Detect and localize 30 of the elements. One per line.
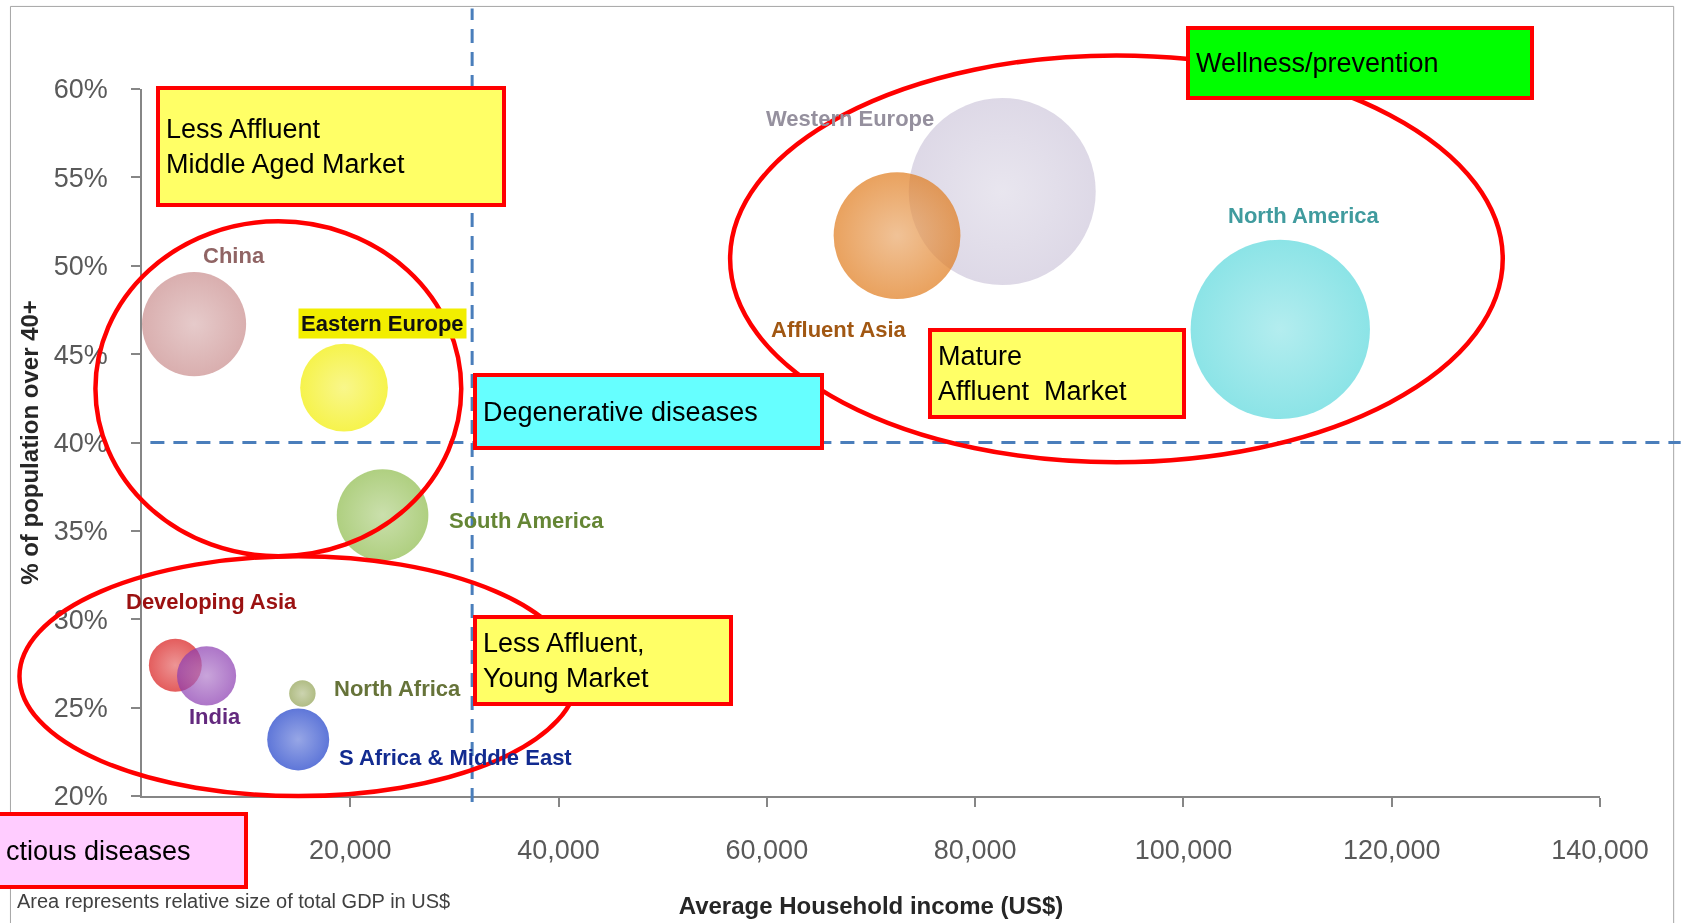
series-label: China [203, 243, 265, 268]
x-tick-label: 60,000 [725, 835, 809, 866]
x-tick-label: 80,000 [933, 835, 1017, 866]
series-label: Affluent Asia [771, 317, 907, 342]
text: Developing Asia [126, 589, 298, 614]
y-axis-title: % of population over 40+ [16, 300, 44, 585]
series-label: North America [1228, 203, 1380, 228]
annotation: Less Affluent, Young Market [483, 627, 650, 694]
x-tick-label: 40,000 [517, 835, 600, 866]
series-label: Eastern Europe [301, 311, 464, 336]
y-tick-label: 35% [53, 516, 108, 547]
series-label: North Africa [334, 676, 462, 701]
x-axis-title: Average Household income (US$) [678, 891, 1064, 919]
y-tick-label: 30% [53, 604, 108, 635]
y-tick-label: 25% [53, 693, 108, 724]
y-tick-label: 60% [53, 74, 108, 105]
x-tick-label: 140,000 [1551, 835, 1649, 866]
y-tick-label: 50% [53, 251, 108, 282]
y-tick-label: 20% [53, 781, 108, 812]
annotation: Less Affluent Middle Aged Market [166, 113, 406, 180]
x-tick-label: 120,000 [1342, 835, 1441, 866]
x-tick-label: 100,000 [1134, 835, 1233, 866]
annotation: Degenerative diseases [483, 396, 758, 427]
text: ctious diseases [6, 835, 191, 866]
text: Area represents relative size of total GDP in US$ [17, 890, 451, 912]
y-tick-label: 55% [53, 162, 108, 193]
x-tick-label: 20,000 [308, 835, 392, 866]
text: Wellness/prevention [1196, 48, 1439, 78]
annotation: Mature Affluent Market [938, 340, 1128, 407]
series-label: India [189, 704, 242, 729]
